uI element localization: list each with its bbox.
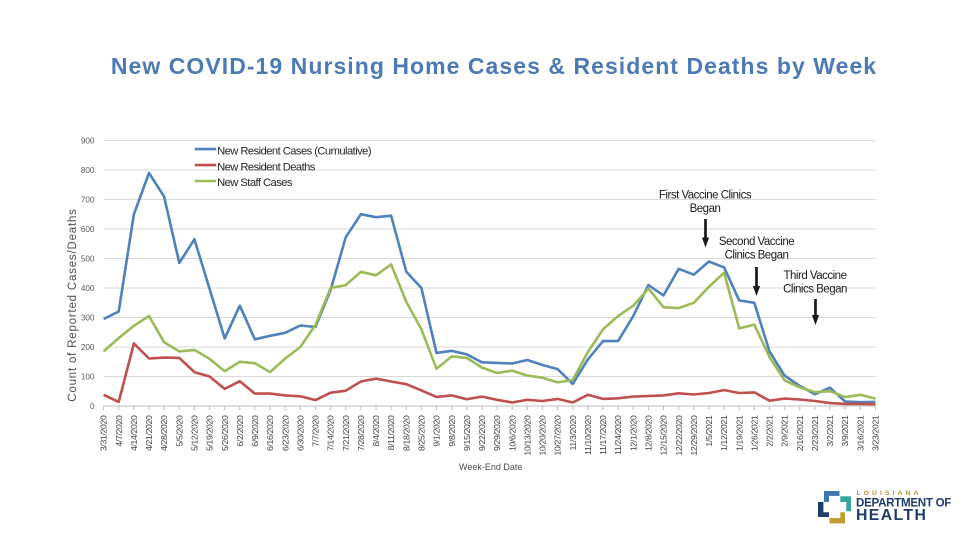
svg-text:2/9/2021: 2/9/2021	[780, 415, 790, 447]
svg-text:2/2/2021: 2/2/2021	[765, 415, 775, 447]
svg-text:800: 800	[81, 166, 95, 175]
svg-text:100: 100	[81, 373, 95, 382]
svg-text:11/3/2020: 11/3/2020	[568, 415, 578, 450]
svg-text:9/1/2020: 9/1/2020	[432, 415, 442, 447]
svg-text:10/6/2020: 10/6/2020	[507, 415, 517, 451]
svg-text:9/22/2020: 9/22/2020	[477, 415, 487, 451]
svg-text:4/7/2020: 4/7/2020	[114, 415, 124, 447]
svg-text:Clinics Began: Clinics Began	[725, 250, 789, 262]
svg-text:400: 400	[81, 284, 95, 293]
svg-text:1/12/2021: 1/12/2021	[719, 415, 729, 451]
svg-text:DEPARTMENT OF: DEPARTMENT OF	[856, 497, 951, 510]
svg-text:Clinics Began: Clinics Began	[783, 284, 847, 296]
svg-text:5/19/2020: 5/19/2020	[205, 415, 215, 451]
svg-text:First Vaccine Clinics: First Vaccine Clinics	[659, 190, 752, 202]
svg-text:12/8/2020: 12/8/2020	[644, 415, 654, 451]
svg-text:Third Vaccine: Third Vaccine	[784, 270, 847, 282]
svg-text:8/18/2020: 8/18/2020	[401, 415, 411, 451]
svg-text:LOUISIANA: LOUISIANA	[857, 490, 922, 497]
svg-text:4/28/2020: 4/28/2020	[159, 415, 169, 451]
svg-text:Week-End Date: Week-End Date	[459, 462, 522, 472]
svg-text:10/27/2020: 10/27/2020	[553, 415, 563, 456]
svg-text:10/13/2020: 10/13/2020	[522, 415, 532, 456]
svg-text:11/24/2020: 11/24/2020	[613, 415, 623, 455]
svg-text:New Resident Deaths: New Resident Deaths	[217, 161, 316, 173]
svg-text:11/17/2020: 11/17/2020	[598, 415, 608, 455]
svg-text:6/23/2020: 6/23/2020	[280, 415, 290, 451]
svg-text:2/16/2021: 2/16/2021	[795, 415, 805, 451]
svg-text:700: 700	[81, 196, 95, 205]
svg-text:6/30/2020: 6/30/2020	[295, 415, 305, 451]
svg-text:8/11/2020: 8/11/2020	[386, 415, 396, 450]
svg-text:5/26/2020: 5/26/2020	[220, 415, 230, 451]
svg-text:8/25/2020: 8/25/2020	[417, 415, 427, 451]
svg-text:1/26/2021: 1/26/2021	[749, 415, 759, 451]
svg-text:7/14/2020: 7/14/2020	[326, 415, 336, 451]
svg-text:8/4/2020: 8/4/2020	[371, 415, 381, 447]
svg-text:200: 200	[81, 343, 95, 352]
svg-text:7/7/2020: 7/7/2020	[311, 415, 321, 447]
svg-text:7/28/2020: 7/28/2020	[356, 415, 366, 451]
svg-text:6/9/2020: 6/9/2020	[250, 415, 260, 447]
svg-text:600: 600	[81, 225, 95, 234]
svg-text:9/8/2020: 9/8/2020	[447, 415, 457, 447]
svg-text:300: 300	[81, 314, 95, 323]
svg-text:12/15/2020: 12/15/2020	[659, 415, 669, 456]
svg-text:12/1/2020: 12/1/2020	[628, 415, 638, 451]
svg-text:0: 0	[90, 402, 95, 411]
svg-text:9/15/2020: 9/15/2020	[462, 415, 472, 451]
svg-text:1/19/2021: 1/19/2021	[734, 415, 744, 451]
svg-text:Second Vaccine: Second Vaccine	[719, 236, 794, 248]
svg-text:2/23/2021: 2/23/2021	[810, 415, 820, 451]
svg-text:4/21/2020: 4/21/2020	[144, 415, 154, 451]
svg-text:6/2/2020: 6/2/2020	[235, 415, 245, 447]
svg-text:3/2/2021: 3/2/2021	[825, 415, 835, 447]
svg-text:10/20/2020: 10/20/2020	[538, 415, 548, 456]
svg-text:3/9/2021: 3/9/2021	[840, 415, 850, 447]
svg-text:Began: Began	[690, 203, 721, 215]
svg-text:500: 500	[81, 255, 95, 264]
svg-text:New Staff Cases: New Staff Cases	[217, 177, 293, 189]
svg-text:9/29/2020: 9/29/2020	[492, 415, 502, 451]
svg-text:6/16/2020: 6/16/2020	[265, 415, 275, 451]
svg-text:12/29/2020: 12/29/2020	[689, 415, 699, 456]
svg-text:3/16/2021: 3/16/2021	[855, 415, 865, 451]
svg-text:900: 900	[81, 137, 95, 146]
svg-text:New Resident Cases (Cumulative: New Resident Cases (Cumulative)	[217, 145, 372, 157]
svg-text:11/10/2020: 11/10/2020	[583, 415, 593, 455]
svg-text:12/22/2020: 12/22/2020	[674, 415, 684, 456]
svg-text:5/12/2020: 5/12/2020	[190, 415, 200, 451]
svg-text:HEALTH: HEALTH	[856, 507, 927, 524]
svg-text:5/5/2020: 5/5/2020	[174, 415, 184, 447]
svg-text:3/23/2021: 3/23/2021	[871, 415, 881, 451]
svg-text:1/5/2021: 1/5/2021	[704, 415, 714, 447]
svg-text:4/14/2020: 4/14/2020	[129, 415, 139, 451]
svg-text:7/21/2020: 7/21/2020	[341, 415, 351, 451]
svg-text:Count of Reported Cases/Deaths: Count of Reported Cases/Deaths	[67, 208, 79, 401]
svg-text:3/31/2020: 3/31/2020	[99, 415, 109, 451]
